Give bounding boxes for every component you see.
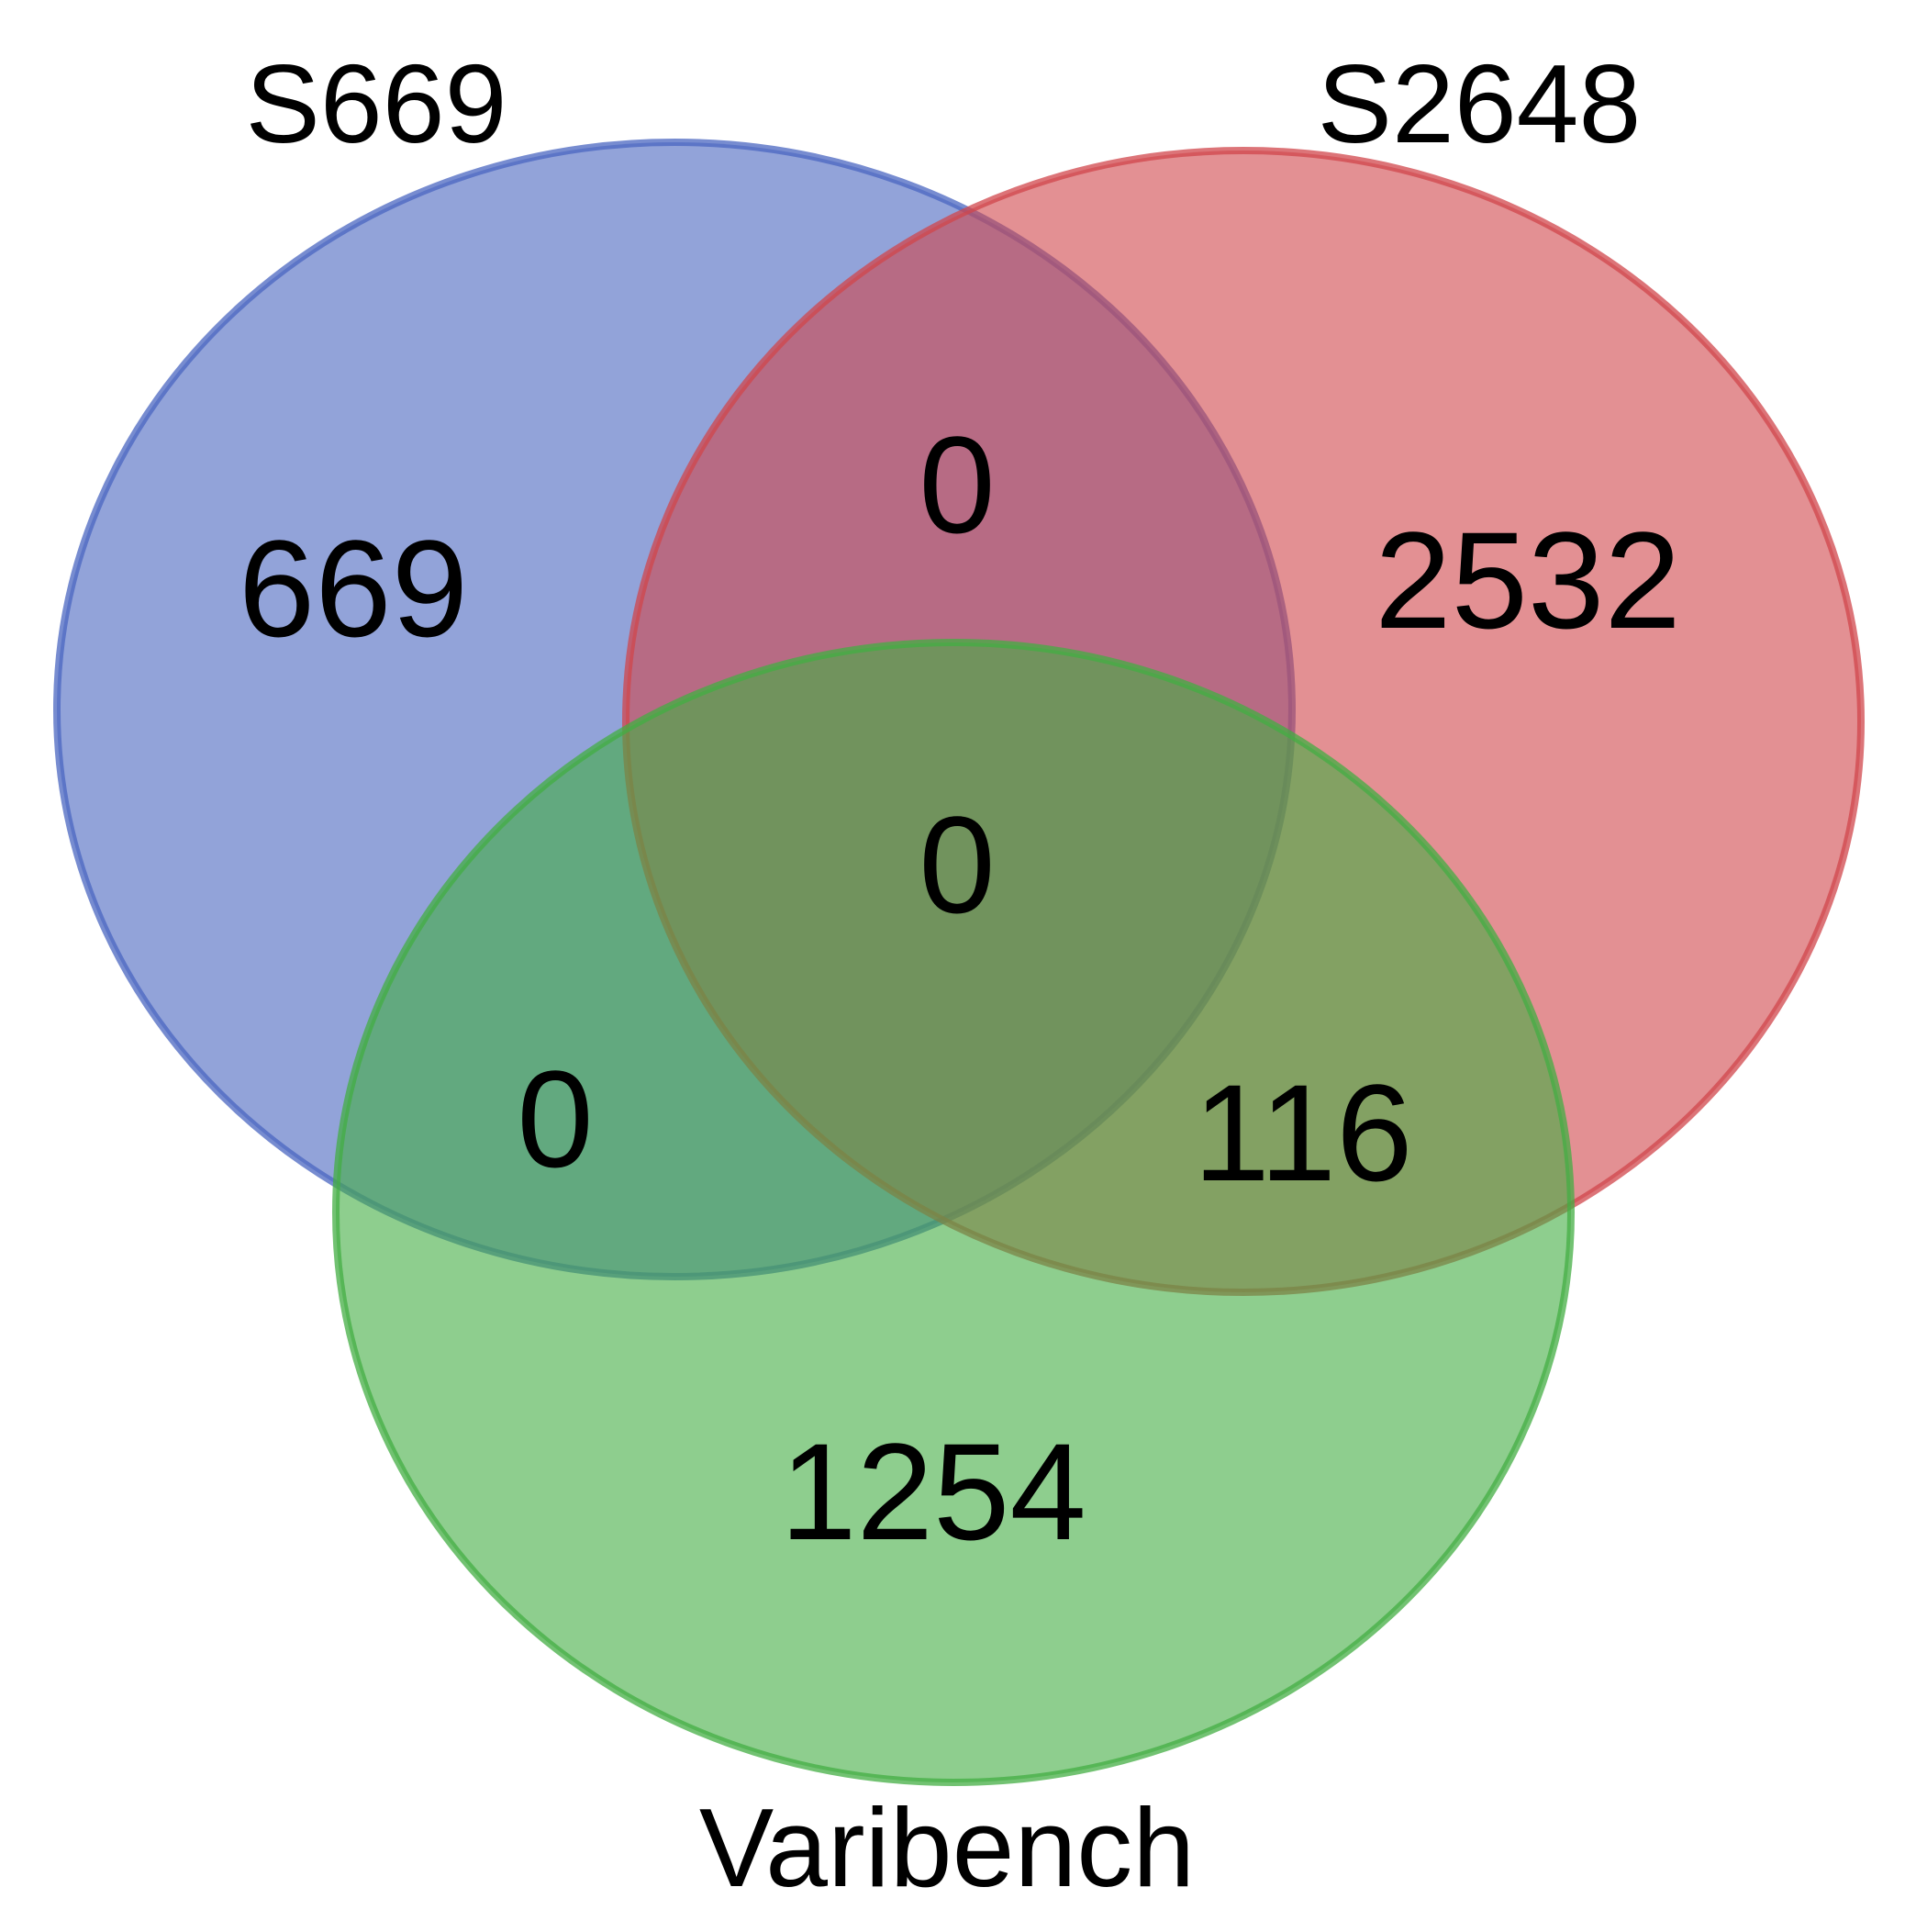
count-s2648-varibench: 116 (1193, 1055, 1412, 1210)
count-s669-varibench: 0 (517, 1042, 593, 1196)
set-label-varibench: Varibench (699, 1785, 1195, 1910)
set-label-s2648: S2648 (1318, 41, 1642, 166)
set-circle-varibench (332, 639, 1575, 1786)
set-label-s669: S669 (246, 41, 507, 166)
count-s669-only: 669 (239, 511, 468, 665)
count-s2648-only: 2532 (1375, 503, 1681, 657)
count-s669-s2648: 0 (919, 408, 995, 562)
count-all-three: 0 (919, 787, 995, 942)
count-varibench-only: 1254 (780, 1414, 1086, 1569)
